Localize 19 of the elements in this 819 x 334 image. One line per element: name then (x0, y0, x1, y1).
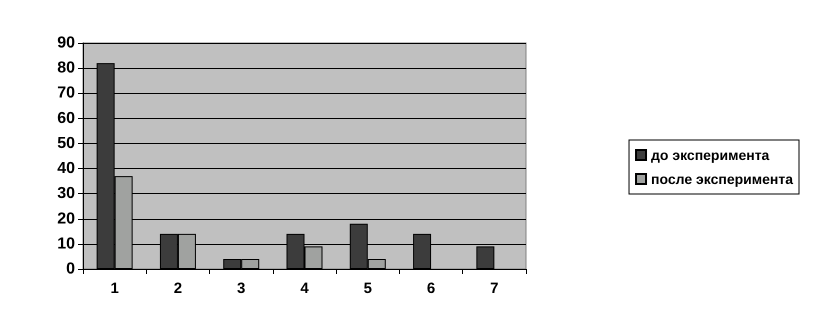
x-tick-label: 4 (300, 280, 310, 297)
y-tick-label: 60 (57, 110, 76, 127)
legend-label: после эксперимента (651, 171, 794, 187)
y-tick-label: 20 (57, 210, 76, 228)
y-tick-label: 90 (57, 34, 76, 52)
x-tick-label: 2 (174, 280, 182, 297)
y-tick-label: 30 (57, 185, 76, 202)
x-tick-label: 7 (490, 280, 499, 297)
y-tick-label: 70 (57, 84, 76, 102)
y-tick-label: 80 (57, 60, 76, 77)
x-tick-label: 1 (110, 280, 119, 297)
y-tick-label: 10 (57, 235, 76, 252)
legend-label: до эксперимента (651, 147, 770, 163)
y-tick-label: 50 (57, 134, 76, 152)
y-tick-label: 40 (57, 160, 76, 178)
x-tick-label: 5 (364, 280, 372, 297)
y-tick-label: 0 (66, 260, 76, 278)
x-tick-label: 6 (426, 280, 436, 297)
x-tick-label: 3 (237, 280, 246, 297)
